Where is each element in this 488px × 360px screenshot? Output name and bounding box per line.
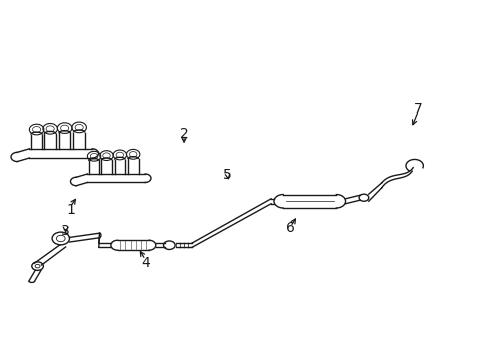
Text: 4: 4 (141, 256, 149, 270)
Text: 5: 5 (223, 168, 231, 182)
Text: 2: 2 (179, 127, 188, 141)
Text: 6: 6 (285, 221, 294, 235)
Text: 1: 1 (66, 203, 75, 217)
Text: 3: 3 (61, 224, 70, 238)
Text: 7: 7 (413, 102, 422, 116)
